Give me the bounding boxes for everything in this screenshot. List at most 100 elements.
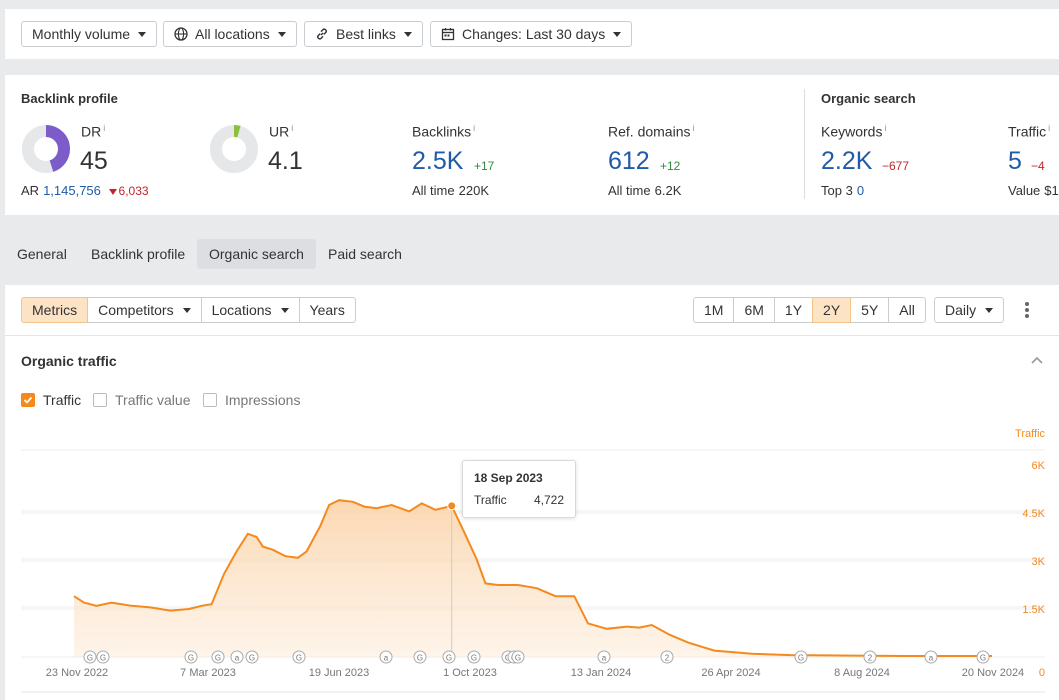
- organic-search-title: Organic search: [821, 91, 916, 106]
- annotation-marker-icon[interactable]: G: [794, 650, 808, 664]
- changes-dropdown[interactable]: Changes: Last 30 days: [430, 21, 633, 47]
- backlinks-info-icon[interactable]: i: [473, 123, 476, 133]
- svg-text:G: G: [100, 654, 106, 663]
- annotation-marker-icon[interactable]: G: [292, 650, 306, 664]
- svg-text:G: G: [798, 654, 804, 663]
- view-segment: Metrics Competitors Locations Years: [21, 297, 356, 323]
- annotation-marker-icon[interactable]: G: [184, 650, 198, 664]
- annotation-marker-icon[interactable]: G: [413, 650, 427, 664]
- best-links-dropdown[interactable]: Best links: [304, 21, 423, 47]
- x-tick-label: 7 Mar 2023: [180, 667, 236, 679]
- ur-label: UR i: [269, 123, 294, 140]
- dr-label: DR i: [81, 123, 106, 140]
- annotation-marker-icon[interactable]: a: [597, 650, 611, 664]
- keywords-info-icon[interactable]: i: [884, 123, 887, 133]
- svg-text:G: G: [188, 654, 194, 663]
- ur-value: 4.1: [268, 147, 303, 175]
- competitors-dropdown[interactable]: Competitors: [87, 297, 202, 323]
- range-1y-button[interactable]: 1Y: [773, 297, 814, 323]
- y-tick-label: 3K: [1032, 556, 1046, 568]
- tab-backlink-profile[interactable]: Backlink profile: [91, 246, 186, 262]
- years-button[interactable]: Years: [298, 297, 356, 323]
- backlinks-value[interactable]: 2.5K: [412, 147, 464, 175]
- ar-value[interactable]: 1,145,756: [43, 183, 101, 198]
- chevron-down-icon: [138, 31, 147, 37]
- keywords-delta: −677: [882, 159, 910, 173]
- monthly-volume-label: Monthly volume: [32, 26, 131, 42]
- annotation-marker-icon[interactable]: G: [245, 650, 259, 664]
- svg-text:G: G: [446, 654, 452, 663]
- globe-icon: [174, 27, 188, 41]
- locations-dropdown[interactable]: All locations: [163, 21, 297, 47]
- hover-point: [447, 501, 457, 511]
- changes-label: Changes: Last 30 days: [462, 26, 606, 42]
- annotation-marker-icon[interactable]: G: [211, 650, 225, 664]
- annotation-marker-icon[interactable]: 2: [660, 650, 674, 664]
- traffic-value[interactable]: 5: [1008, 147, 1022, 175]
- annotation-marker-icon[interactable]: a: [230, 650, 244, 664]
- traffic-line: [73, 499, 992, 657]
- annotation-marker-icon[interactable]: G: [976, 650, 990, 664]
- ref-domains-value[interactable]: 612: [608, 147, 650, 175]
- annotation-marker-icon[interactable]: G: [83, 650, 97, 664]
- divider: [804, 89, 805, 199]
- filter-bar: Monthly volume All locations Best links …: [5, 9, 1059, 59]
- chevron-down-icon: [403, 31, 412, 37]
- svg-text:G: G: [215, 654, 221, 663]
- annotation-marker-icon[interactable]: G: [96, 650, 110, 664]
- ref-domains-label: Ref. domains i: [608, 123, 695, 140]
- annotation-marker-icon[interactable]: a: [924, 650, 938, 664]
- dr-value: 45: [80, 147, 108, 175]
- tab-general[interactable]: General: [17, 246, 67, 262]
- svg-text:2: 2: [665, 654, 670, 663]
- calendar-icon: [441, 27, 455, 41]
- y-tick-label: 0: [1039, 667, 1045, 679]
- ar-delta: 6,033: [108, 184, 149, 198]
- svg-text:G: G: [515, 654, 521, 663]
- keywords-value[interactable]: 2.2K: [821, 147, 873, 175]
- dr-donut-icon: [22, 125, 70, 173]
- traffic-value-row: Value $1: [1008, 183, 1059, 198]
- range-1m-button[interactable]: 1M: [693, 297, 735, 323]
- granularity-dropdown[interactable]: Daily: [934, 297, 1005, 323]
- y-tick-label: 4.5K: [1022, 508, 1045, 520]
- ar-row: AR 1,145,756 6,033: [21, 183, 149, 198]
- ref-domains-info-icon[interactable]: i: [692, 123, 695, 133]
- x-tick-label: 26 Apr 2024: [701, 667, 760, 679]
- svg-text:G: G: [87, 654, 93, 663]
- x-tick-label: 19 Jun 2023: [309, 667, 370, 679]
- annotation-marker-icon[interactable]: G: [442, 650, 456, 664]
- svg-text:a: a: [384, 654, 389, 663]
- svg-text:G: G: [417, 654, 423, 663]
- annotation-marker-icon[interactable]: G: [467, 650, 481, 664]
- tab-paid-search[interactable]: Paid search: [328, 246, 402, 262]
- annotation-marker-icon[interactable]: 2: [863, 650, 877, 664]
- range-6m-button[interactable]: 6M: [733, 297, 775, 323]
- chevron-down-icon: [277, 31, 286, 37]
- ur-info-icon[interactable]: i: [291, 123, 294, 133]
- divider: [5, 335, 1059, 336]
- x-tick-label: 20 Nov 2024: [962, 667, 1024, 679]
- chevron-up-icon[interactable]: [1030, 355, 1044, 365]
- dr-info-icon[interactable]: i: [103, 123, 106, 133]
- monthly-volume-dropdown[interactable]: Monthly volume: [21, 21, 158, 47]
- x-tick-label: 8 Aug 2024: [834, 667, 890, 679]
- traffic-checkbox[interactable]: Traffic: [21, 392, 81, 408]
- ar-label: AR: [21, 183, 40, 198]
- range-all-button[interactable]: All: [888, 297, 926, 323]
- ref-domains-all-time: All time 6.2K: [608, 183, 682, 198]
- annotation-marker-icon[interactable]: a: [379, 650, 393, 664]
- impressions-checkbox[interactable]: Impressions: [203, 392, 300, 408]
- traffic-info-icon[interactable]: i: [1048, 123, 1051, 133]
- chevron-down-icon: [182, 307, 191, 313]
- range-2y-button[interactable]: 2Y: [812, 297, 852, 323]
- backlink-profile-title: Backlink profile: [21, 91, 118, 106]
- annotation-marker-icon[interactable]: G: [511, 650, 525, 664]
- chevron-down-icon: [985, 307, 994, 313]
- traffic-value-checkbox[interactable]: Traffic value: [93, 392, 190, 408]
- tab-organic-search[interactable]: Organic search: [197, 239, 316, 269]
- metrics-button[interactable]: Metrics: [21, 297, 89, 323]
- overview-card: Backlink profile DR i 45 AR 1,145,756 6,03…: [5, 75, 1059, 215]
- more-options-icon[interactable]: [1023, 302, 1031, 318]
